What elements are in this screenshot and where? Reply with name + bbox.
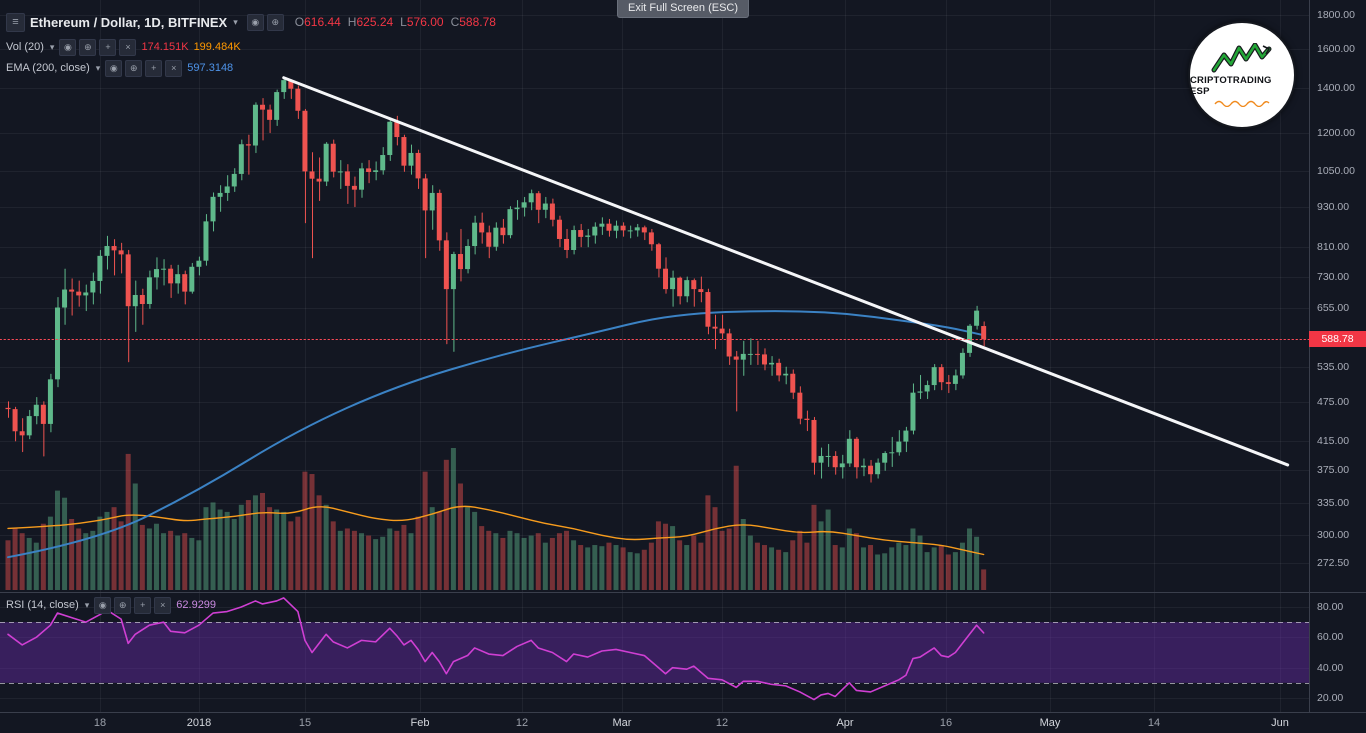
open-label: O	[294, 15, 305, 29]
time-axis-label: 16	[939, 717, 953, 729]
add-icon[interactable]: +	[134, 596, 152, 614]
time-axis-label: Mar	[612, 717, 632, 729]
price-axis[interactable]: 1800.00 1600.00 1400.00 1200.00 1050.00 930.0…	[1309, 0, 1366, 712]
current-price-badge: 588.78	[1309, 331, 1366, 347]
close-icon[interactable]: ×	[119, 38, 137, 56]
price-axis-label: 1800.00	[1317, 8, 1355, 21]
rsi-axis-label: 80.00	[1317, 601, 1344, 613]
price-axis-label: 415.00	[1317, 434, 1350, 447]
criptotrading-logo: CRIPTOTRADING ESP	[1188, 21, 1296, 129]
time-axis-label: 12	[515, 717, 529, 729]
symbol-legend-row: ≡ Ethereum / Dollar, 1D, BITFINEX ▾ ◉ ⊕ O…	[6, 12, 496, 32]
close-label: C	[450, 15, 460, 29]
eye-icon[interactable]: ◉	[105, 59, 123, 77]
price-axis-label: 930.00	[1317, 200, 1350, 213]
add-icon[interactable]: +	[145, 59, 163, 77]
volume-indicator-label[interactable]: Vol (20)	[6, 41, 44, 53]
rsi-legend-row: RSI (14, close) ▾ ◉ ⊕ + × 62.9299	[6, 596, 216, 614]
time-axis-label: Feb	[410, 717, 430, 729]
price-axis-label: 300.00	[1317, 529, 1350, 542]
rsi-axis-label: 20.00	[1317, 692, 1344, 704]
settings-icon[interactable]: ⊕	[79, 38, 97, 56]
time-axis-label: 14	[1147, 717, 1161, 729]
price-axis-label: 1600.00	[1317, 43, 1355, 56]
price-axis-label: 475.00	[1317, 395, 1350, 408]
price-axis-label: 375.00	[1317, 464, 1350, 477]
symbol-quick-icons: ◉ ⊕	[246, 13, 284, 31]
price-axis-label: 810.00	[1317, 240, 1350, 253]
settings-icon[interactable]: ⊕	[266, 13, 284, 31]
eye-icon[interactable]: ◉	[94, 596, 112, 614]
high-label: H	[347, 15, 357, 29]
price-axis-label: 272.50	[1317, 557, 1350, 569]
price-axis-label: 1050.00	[1317, 165, 1355, 178]
rsi-axis-label: 40.00	[1317, 661, 1344, 674]
menu-icon[interactable]: ≡	[6, 12, 25, 32]
rsi-indicator-label[interactable]: RSI (14, close)	[6, 599, 79, 611]
eye-icon[interactable]: ◉	[59, 38, 77, 56]
price-axis-label: 730.00	[1317, 270, 1350, 283]
low-value: 576.00	[406, 15, 444, 29]
ema-value: 597.3148	[187, 62, 234, 74]
volume-legend-row: Vol (20) ▾ ◉ ⊕ + × 174.151K 199.484K	[6, 38, 241, 56]
rsi-value: 62.9299	[176, 599, 217, 611]
close-value: 588.78	[459, 15, 496, 29]
settings-icon[interactable]: ⊕	[125, 59, 143, 77]
volume-value: 174.151K	[141, 41, 189, 53]
time-axis-label: 15	[298, 717, 312, 729]
high-value: 625.24	[356, 15, 394, 29]
logo-tagline-squiggle	[1214, 100, 1270, 107]
symbol-title[interactable]: Ethereum / Dollar, 1D, BITFINEX	[30, 14, 228, 30]
chevron-down-icon[interactable]: ▾	[233, 16, 238, 27]
time-axis-label: May	[1039, 717, 1061, 729]
rsi-indicator-icons: ◉ ⊕ + ×	[94, 596, 172, 614]
time-axis[interactable]: 18 2018 15 Feb 12 Mar 12 Apr 16 May 14 Jun	[0, 712, 1366, 733]
ema-indicator-label[interactable]: EMA (200, close)	[6, 62, 90, 74]
low-label: L	[400, 15, 407, 29]
close-icon[interactable]: ×	[165, 59, 183, 77]
rsi-axis-label: 60.00	[1317, 631, 1344, 644]
time-axis-label: Apr	[836, 717, 854, 729]
chevron-down-icon[interactable]: ▾	[84, 599, 90, 610]
price-axis-label: 1400.00	[1317, 81, 1355, 94]
chevron-down-icon[interactable]: ▾	[49, 41, 55, 52]
ohlc-readout: O616.44 H625.24 L576.00 C588.78	[295, 15, 496, 29]
time-axis-label: 2018	[186, 717, 212, 729]
chevron-down-icon[interactable]: ▾	[95, 62, 101, 73]
volume-ma-value: 199.484K	[193, 41, 241, 53]
logo-title: CRIPTOTRADING ESP	[1190, 75, 1272, 97]
ema-indicator-icons: ◉ ⊕ + ×	[105, 59, 183, 77]
ema-legend-row: EMA (200, close) ▾ ◉ ⊕ + × 597.3148	[6, 59, 233, 77]
exit-fullscreen-tooltip: Exit Full Screen (ESC)	[616, 0, 750, 18]
close-icon[interactable]: ×	[154, 596, 172, 614]
time-axis-label: 18	[93, 717, 107, 729]
price-axis-label: 1200.00	[1317, 126, 1355, 139]
price-axis-label: 535.00	[1317, 361, 1350, 374]
settings-icon[interactable]: ⊕	[114, 596, 132, 614]
add-icon[interactable]: +	[99, 38, 117, 56]
time-axis-label: Jun	[1271, 717, 1289, 729]
logo-chart-icon	[1211, 43, 1272, 73]
open-value: 616.44	[304, 15, 341, 29]
time-axis-label: 12	[715, 717, 729, 729]
eye-icon[interactable]: ◉	[246, 13, 264, 31]
price-axis-label: 655.00	[1317, 302, 1350, 315]
price-axis-label: 335.00	[1317, 497, 1350, 510]
volume-indicator-icons: ◉ ⊕ + ×	[59, 38, 137, 56]
